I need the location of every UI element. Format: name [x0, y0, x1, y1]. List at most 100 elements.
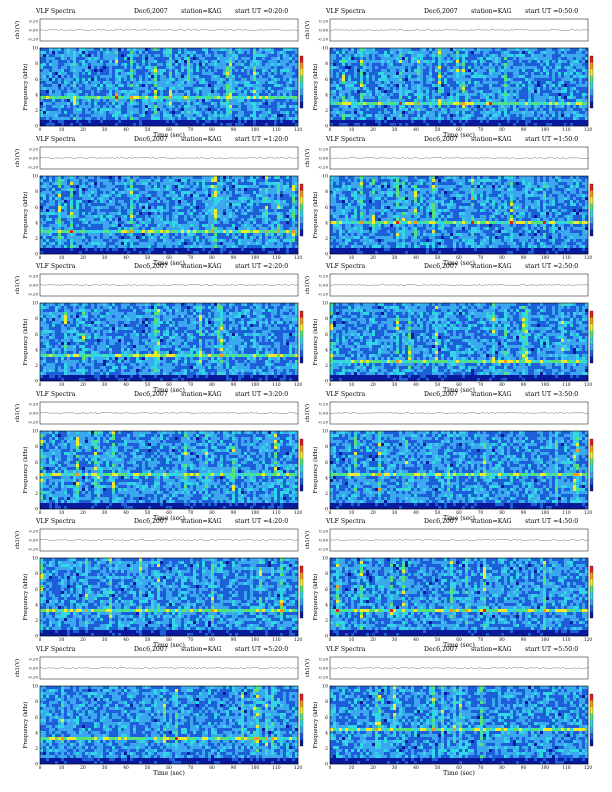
heatmap-cell — [483, 99, 487, 103]
heatmap-cell — [483, 87, 487, 91]
heatmap-cell — [399, 69, 403, 73]
heatmap-cell — [333, 102, 337, 106]
heatmap-cell — [148, 48, 152, 52]
heatmap-cell — [534, 48, 538, 52]
heatmap-cell — [211, 84, 215, 88]
heatmap-cell — [88, 63, 92, 67]
heatmap-cell — [582, 93, 586, 97]
heatmap-cell — [459, 93, 463, 97]
heatmap-cell — [73, 60, 77, 64]
heatmap-cell — [88, 69, 92, 73]
heatmap-cell — [390, 51, 394, 55]
heatmap-cell — [70, 81, 74, 85]
heatmap-cell — [579, 81, 583, 85]
heatmap-cell — [64, 54, 68, 58]
heatmap-cell — [459, 54, 463, 58]
heatmap-cell — [79, 69, 83, 73]
heatmap-cell — [342, 123, 346, 127]
heatmap-cell — [399, 114, 403, 118]
heatmap-cell — [522, 72, 526, 76]
heatmap-cell — [64, 211, 68, 215]
heatmap-cell — [286, 90, 290, 94]
heatmap-cell — [253, 66, 257, 70]
heatmap-cell — [76, 69, 80, 73]
heatmap-cell — [534, 57, 538, 61]
heatmap-cell — [151, 69, 155, 73]
heatmap-cell — [555, 72, 559, 76]
heatmap-cell — [289, 120, 293, 124]
heatmap-cell — [369, 63, 373, 67]
heatmap-cell — [268, 66, 272, 70]
heatmap-cell — [253, 102, 257, 106]
heatmap-cell — [82, 196, 86, 200]
heatmap-cell — [73, 66, 77, 70]
heatmap-cell — [531, 93, 535, 97]
heatmap-cell — [384, 111, 388, 115]
heatmap-cell — [82, 208, 86, 212]
heatmap-cell — [58, 235, 62, 239]
heatmap-cell — [202, 75, 206, 79]
heatmap-cell — [540, 66, 544, 70]
heatmap-cell — [429, 108, 433, 112]
heatmap-cell — [70, 114, 74, 118]
heatmap-cell — [543, 54, 547, 58]
heatmap-cell — [420, 99, 424, 103]
heatmap-cell — [372, 72, 376, 76]
heatmap-cell — [226, 57, 230, 61]
heatmap-cell — [265, 57, 269, 61]
heatmap-cell — [148, 87, 152, 91]
heatmap-cell — [351, 99, 355, 103]
heatmap-cell — [459, 117, 463, 121]
heatmap-cell — [507, 90, 511, 94]
heatmap-cell — [585, 123, 589, 127]
heatmap-cell — [423, 63, 427, 67]
heatmap-cell — [46, 75, 50, 79]
heatmap-cell — [414, 120, 418, 124]
heatmap-cell — [157, 51, 161, 55]
heatmap-cell — [76, 123, 80, 127]
heatmap-cell — [160, 84, 164, 88]
heatmap-cell — [519, 72, 523, 76]
heatmap-cell — [295, 75, 299, 79]
heatmap-cell — [82, 190, 86, 194]
heatmap-cell — [372, 81, 376, 85]
heatmap-cell — [357, 54, 361, 58]
heatmap-cell — [558, 99, 562, 103]
heatmap-cell — [525, 51, 529, 55]
heatmap-cell — [94, 75, 98, 79]
heatmap-cell — [274, 111, 278, 115]
heatmap-cell — [528, 87, 532, 91]
heatmap-cell — [369, 78, 373, 82]
heatmap-cell — [223, 60, 227, 64]
heatmap-cell — [456, 108, 460, 112]
heatmap-cell — [336, 78, 340, 82]
heatmap-cell — [360, 60, 364, 64]
heatmap-cell — [145, 99, 149, 103]
heatmap-cell — [190, 81, 194, 85]
heatmap-cell — [55, 244, 59, 248]
heatmap-cell — [199, 87, 203, 91]
heatmap-cell — [486, 84, 490, 88]
heatmap-cell — [289, 123, 293, 127]
heatmap-cell — [190, 48, 194, 52]
heatmap-cell — [480, 48, 484, 52]
heatmap-cell — [420, 120, 424, 124]
heatmap-cell — [106, 63, 110, 67]
heatmap-cell — [384, 87, 388, 91]
heatmap-cell — [223, 93, 227, 97]
heatmap-cell — [390, 102, 394, 106]
heatmap-cell — [181, 99, 185, 103]
heatmap-cell — [52, 193, 56, 197]
heatmap-cell — [280, 66, 284, 70]
heatmap-cell — [531, 102, 535, 106]
heatmap-cell — [76, 84, 80, 88]
heatmap-cell — [43, 54, 47, 58]
heatmap-cell — [330, 69, 334, 73]
heatmap-cell — [190, 57, 194, 61]
heatmap-cell — [426, 123, 430, 127]
heatmap-cell — [357, 123, 361, 127]
heatmap-cell — [414, 114, 418, 118]
heatmap-cell — [345, 81, 349, 85]
heatmap-cell — [480, 84, 484, 88]
heatmap-cell — [447, 108, 451, 112]
